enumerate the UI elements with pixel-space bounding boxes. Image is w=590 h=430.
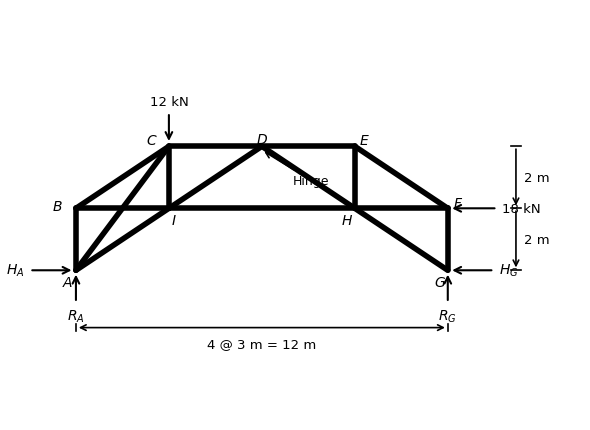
Text: E: E [359,134,368,148]
Text: 12 kN: 12 kN [149,95,188,108]
Text: I: I [172,214,176,227]
Text: D: D [257,132,267,146]
Text: $R_A$: $R_A$ [67,308,85,325]
Text: A: A [63,275,72,289]
Text: $H_A$: $H_A$ [6,262,25,279]
Text: 4 @ 3 m = 12 m: 4 @ 3 m = 12 m [207,337,316,350]
Text: H: H [342,214,352,227]
Text: Hinge: Hinge [266,153,329,187]
Text: $R_G$: $R_G$ [438,308,457,325]
Text: B: B [53,200,62,213]
Text: 18 kN: 18 kN [502,203,540,215]
Text: G: G [435,275,445,289]
Text: 2 m: 2 m [524,172,549,184]
Text: $H_G$: $H_G$ [499,262,519,279]
Text: 2 m: 2 m [524,233,549,246]
Text: F: F [453,196,461,210]
Text: C: C [146,134,156,148]
